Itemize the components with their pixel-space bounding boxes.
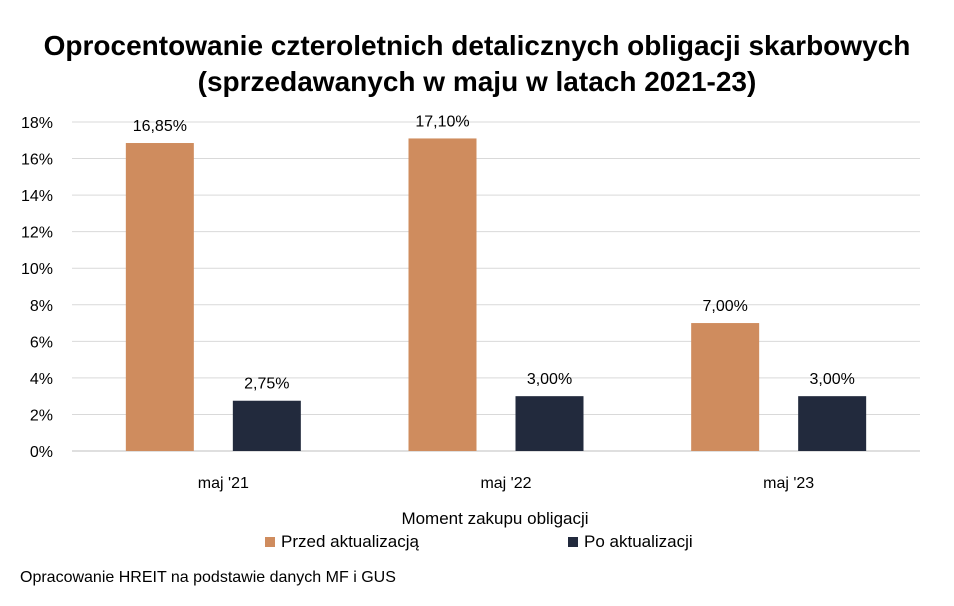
bar-po — [798, 396, 867, 451]
data-label-po: 3,00% — [809, 371, 854, 388]
bars — [125, 138, 867, 451]
legend-item-po: Po aktualizacji — [568, 532, 693, 552]
data-label-po: 2,75% — [244, 376, 289, 393]
y-tick-label: 10% — [21, 261, 53, 278]
x-category-label: maj '23 — [763, 475, 814, 492]
x-axis-title: Moment zakupu obligacji — [401, 509, 589, 528]
data-labels: 16,85% 2,75% 17,10% 3,00% 7,00% 3,00% — [133, 113, 855, 392]
y-tick-label: 18% — [21, 115, 53, 132]
legend-label-przed: Przed aktualizacją — [281, 532, 419, 551]
chart-title: Oprocentowanie czteroletnich detalicznyc… — [0, 28, 954, 100]
y-tick-label: 12% — [21, 225, 53, 242]
legend-item-przed: Przed aktualizacją — [265, 532, 419, 552]
bar-przed — [408, 138, 477, 451]
y-tick-label: 6% — [30, 334, 53, 351]
chart-title-line-1: Oprocentowanie czteroletnich detalicznyc… — [43, 30, 911, 61]
legend-label-po: Po aktualizacji — [584, 532, 693, 551]
gridlines — [72, 121, 920, 452]
y-tick-label: 8% — [30, 298, 53, 315]
y-axis-tick-labels: 0% 2% 4% 6% 8% 10% 12% 14% 16% 18% — [21, 115, 53, 461]
data-label-po: 3,00% — [527, 371, 572, 388]
y-tick-label: 2% — [30, 407, 53, 424]
legend-swatch-po — [568, 537, 578, 547]
data-label-przed: 17,10% — [415, 113, 469, 130]
y-tick-label: 4% — [30, 371, 53, 388]
bar-po — [232, 400, 301, 451]
source-note: Opracowanie HREIT na podstawie danych MF… — [20, 569, 396, 586]
x-category-label: maj '21 — [198, 475, 249, 492]
data-label-przed: 16,85% — [133, 118, 187, 135]
y-tick-label: 14% — [21, 188, 53, 205]
x-axis-category-labels: maj '21 maj '22 maj '23 — [198, 475, 815, 492]
x-category-label: maj '22 — [480, 475, 531, 492]
bar-przed — [691, 323, 760, 451]
y-tick-label: 0% — [30, 444, 53, 461]
legend-swatch-przed — [265, 537, 275, 547]
data-label-przed: 7,00% — [702, 298, 747, 315]
legend: Przed aktualizacją Po aktualizacji — [0, 532, 954, 554]
y-tick-label: 16% — [21, 152, 53, 169]
chart-title-line-2: (sprzedawanych w maju w latach 2021-23) — [197, 66, 757, 97]
bar-przed — [125, 143, 194, 451]
bar-po — [515, 396, 584, 451]
